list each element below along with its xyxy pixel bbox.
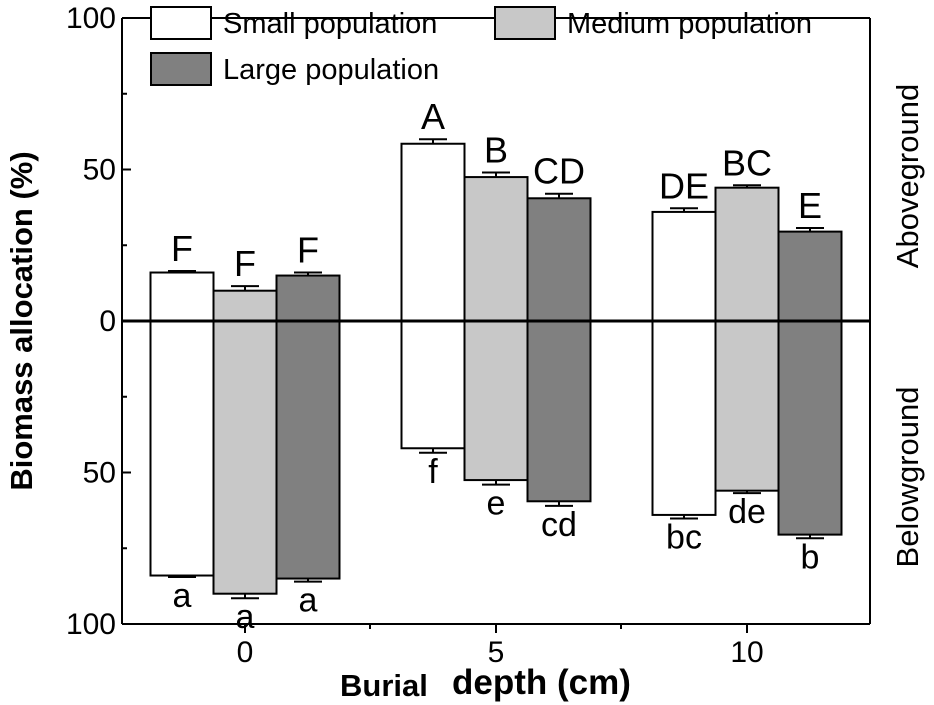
letter-below: f (428, 453, 438, 491)
bar-above (526, 197, 592, 322)
x-axis-title-part2: depth (cm) (452, 663, 631, 702)
bar-below (149, 320, 215, 577)
letter-below: b (801, 538, 820, 576)
labels: F A DE a f bc F B BC a e de F CD Ea cd b Biomass allocati… (4, 84, 925, 703)
y-tick-label: 50 (83, 154, 116, 187)
right-label-above: Aboveground (890, 84, 925, 268)
bar-above (275, 274, 341, 322)
bar-below (526, 320, 592, 503)
y-tick-label: 100 (66, 608, 116, 641)
letter-below: a (299, 582, 318, 620)
letter-below: de (728, 493, 766, 531)
bar-above (463, 176, 529, 322)
letter-above: DE (659, 165, 709, 206)
bar-above (651, 210, 717, 322)
bar-below (714, 320, 780, 492)
x-tick-label: 10 (730, 636, 763, 669)
legend-label: Small population (223, 8, 437, 40)
y-tick-label: 100 (66, 2, 116, 35)
bar-below (651, 320, 717, 516)
x-tick-label: 5 (488, 636, 505, 669)
bar-below (463, 320, 529, 482)
axes: 100 50 0 50 100 0 5 10 (66, 2, 871, 669)
legend-swatch (150, 6, 212, 40)
legend-label: Large population (223, 54, 439, 86)
legend-swatch (150, 52, 212, 86)
y-tick-label: 50 (83, 457, 116, 490)
bar-above (149, 271, 215, 322)
legend-label: Medium population (567, 8, 812, 40)
bar-below (275, 320, 341, 580)
letter-below: cd (541, 506, 577, 544)
letter-below: a (236, 598, 255, 636)
y-tick-label: 0 (99, 305, 116, 338)
letter-above: BC (722, 142, 772, 183)
bar-above (400, 142, 466, 322)
letter-below: bc (666, 519, 702, 557)
bar-below (777, 320, 843, 536)
letter-above: F (171, 228, 193, 269)
letter-above: B (484, 130, 508, 171)
letter-above: CD (533, 151, 585, 192)
legend-swatch (494, 6, 556, 40)
bar-above (212, 289, 278, 323)
letter-above: A (421, 96, 445, 137)
bars (122, 138, 870, 600)
y-axis-title: Biomass allocation (%) (4, 151, 39, 490)
bar-above (714, 186, 780, 322)
letter-above: E (798, 185, 822, 226)
legend: Small population Medium population Large p… (150, 6, 812, 86)
bar-below (212, 320, 278, 595)
x-axis-title-part1: Burial (340, 668, 428, 703)
bar-below (400, 320, 466, 450)
bar-above (777, 230, 843, 323)
letter-above: F (234, 243, 256, 284)
x-tick-label: 0 (237, 636, 254, 669)
letter-below: e (487, 485, 506, 523)
right-label-below: Belowground (890, 387, 925, 568)
letter-below: a (173, 577, 192, 615)
letter-above: F (297, 230, 319, 271)
